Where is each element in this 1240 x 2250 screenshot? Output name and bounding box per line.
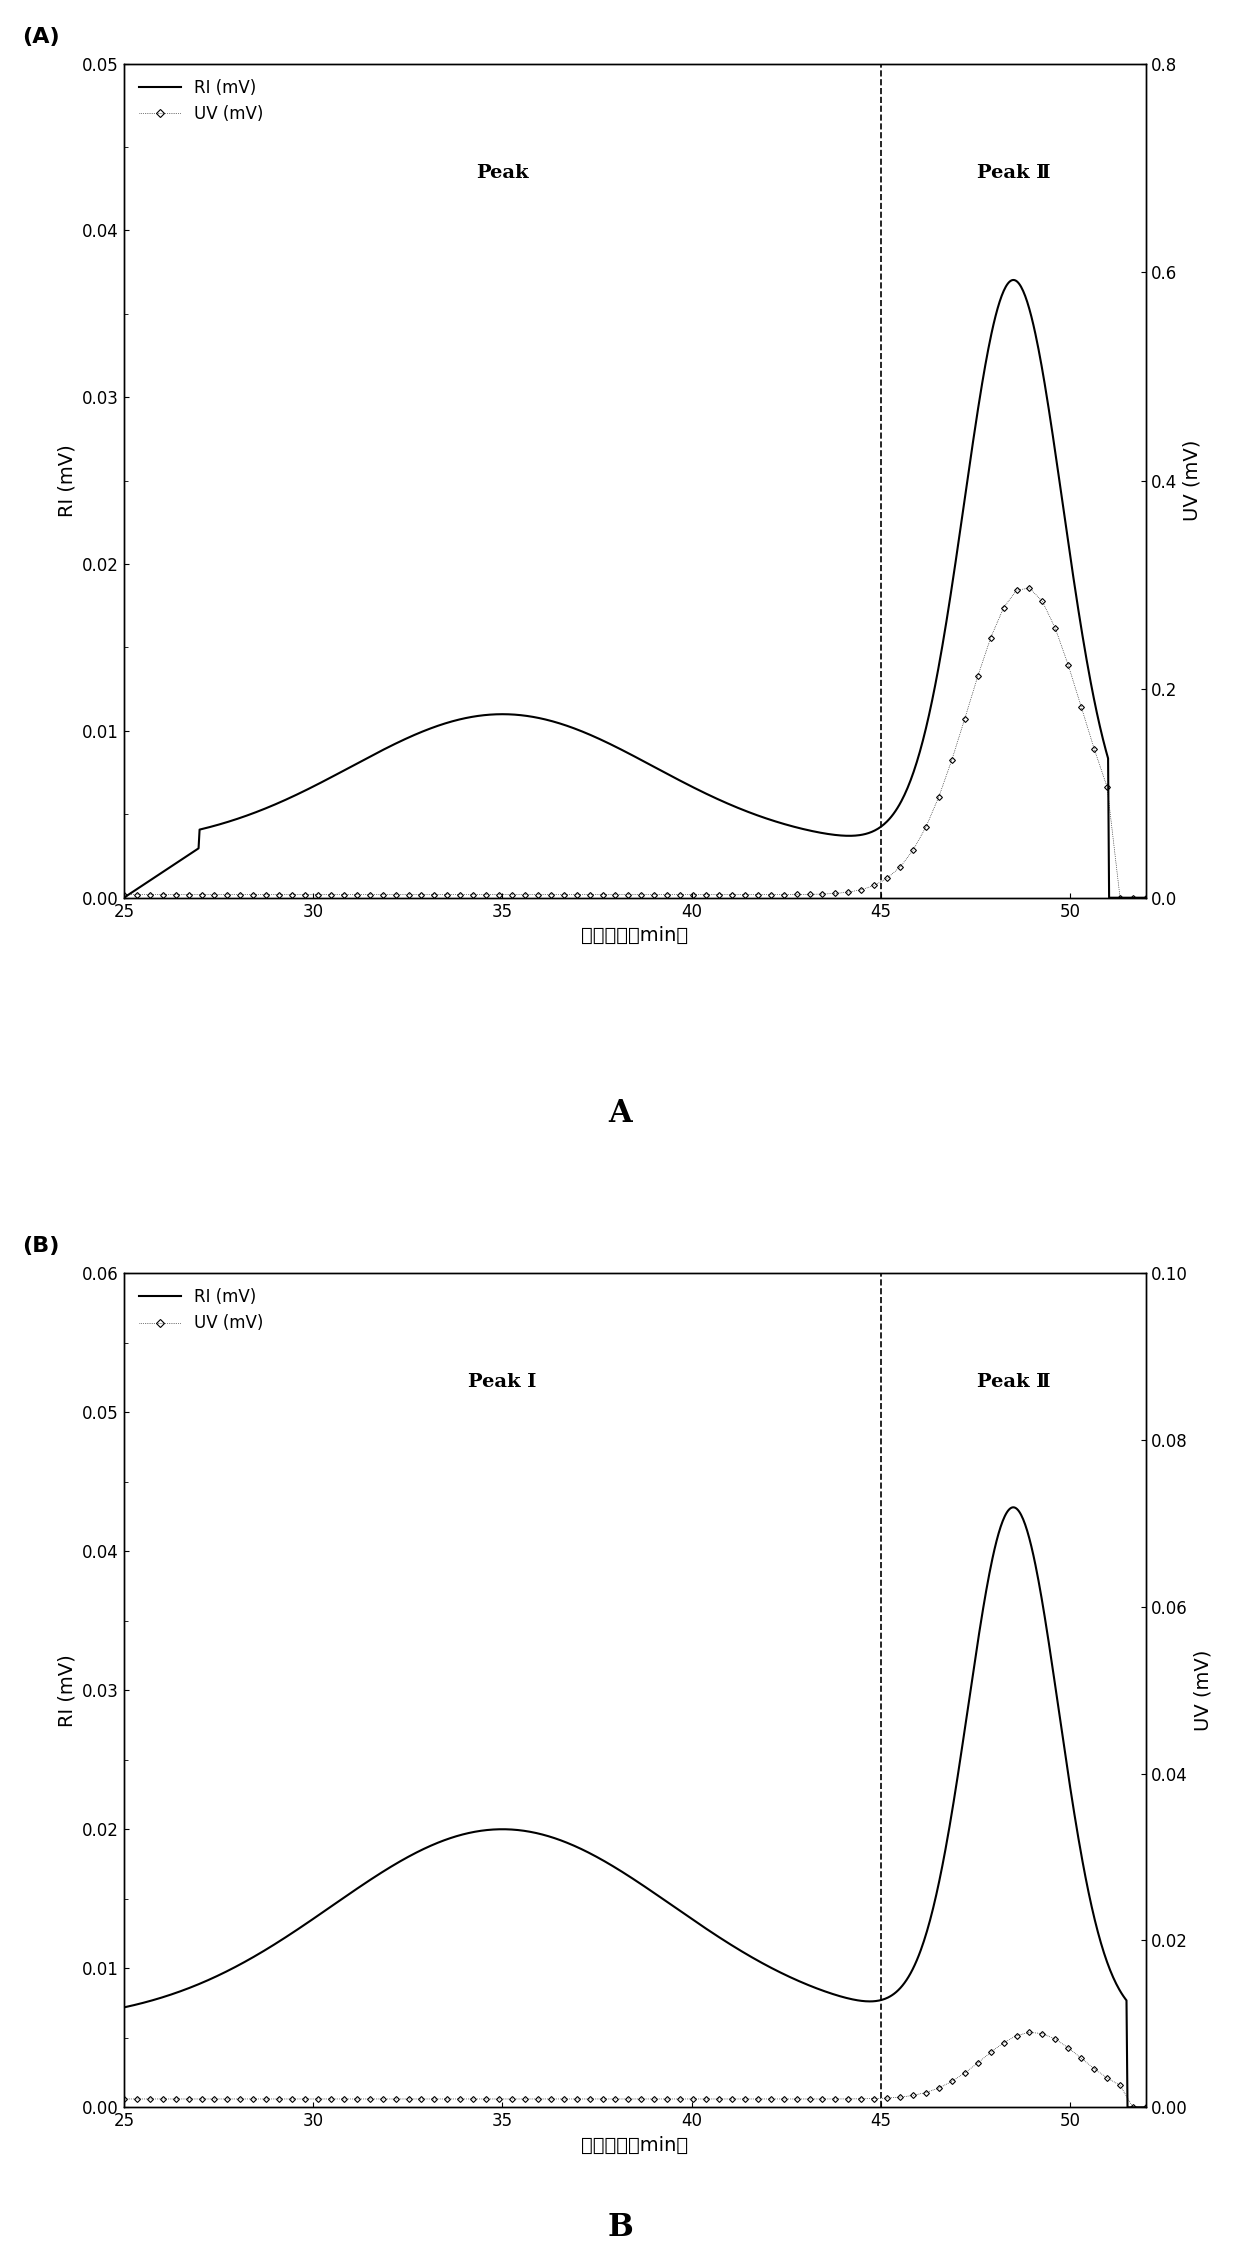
X-axis label: 洗脱时间（min）: 洗脱时间（min）: [582, 2135, 688, 2156]
Text: Peak Ⅰ: Peak Ⅰ: [469, 1372, 537, 1390]
Text: Peak: Peak: [476, 164, 528, 182]
Legend: RI (mV), UV (mV): RI (mV), UV (mV): [133, 72, 270, 130]
Text: A: A: [608, 1098, 632, 1130]
X-axis label: 洗脱时间（min）: 洗脱时间（min）: [582, 927, 688, 945]
Y-axis label: RI (mV): RI (mV): [57, 1654, 77, 1726]
Text: Peak Ⅱ: Peak Ⅱ: [977, 164, 1050, 182]
Text: (A): (A): [21, 27, 60, 47]
Text: (B): (B): [21, 1238, 60, 1256]
Legend: RI (mV), UV (mV): RI (mV), UV (mV): [133, 1282, 270, 1339]
Text: B: B: [608, 2212, 632, 2243]
Text: Peak Ⅱ: Peak Ⅱ: [977, 1372, 1050, 1390]
Y-axis label: UV (mV): UV (mV): [1193, 1649, 1213, 1730]
Y-axis label: UV (mV): UV (mV): [1183, 441, 1202, 522]
Y-axis label: RI (mV): RI (mV): [57, 443, 77, 518]
